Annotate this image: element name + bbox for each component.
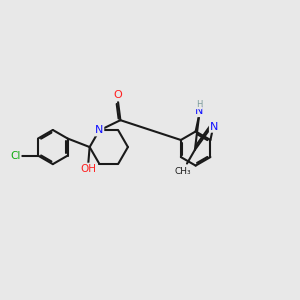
Text: O: O <box>114 90 122 100</box>
Text: N: N <box>195 106 203 116</box>
Text: OH: OH <box>80 167 96 176</box>
Text: H: H <box>196 100 202 109</box>
Text: OH: OH <box>81 164 97 173</box>
Text: CH₃: CH₃ <box>174 167 191 176</box>
Text: Cl: Cl <box>10 151 21 160</box>
Text: N: N <box>95 125 103 136</box>
Text: N: N <box>210 122 218 132</box>
